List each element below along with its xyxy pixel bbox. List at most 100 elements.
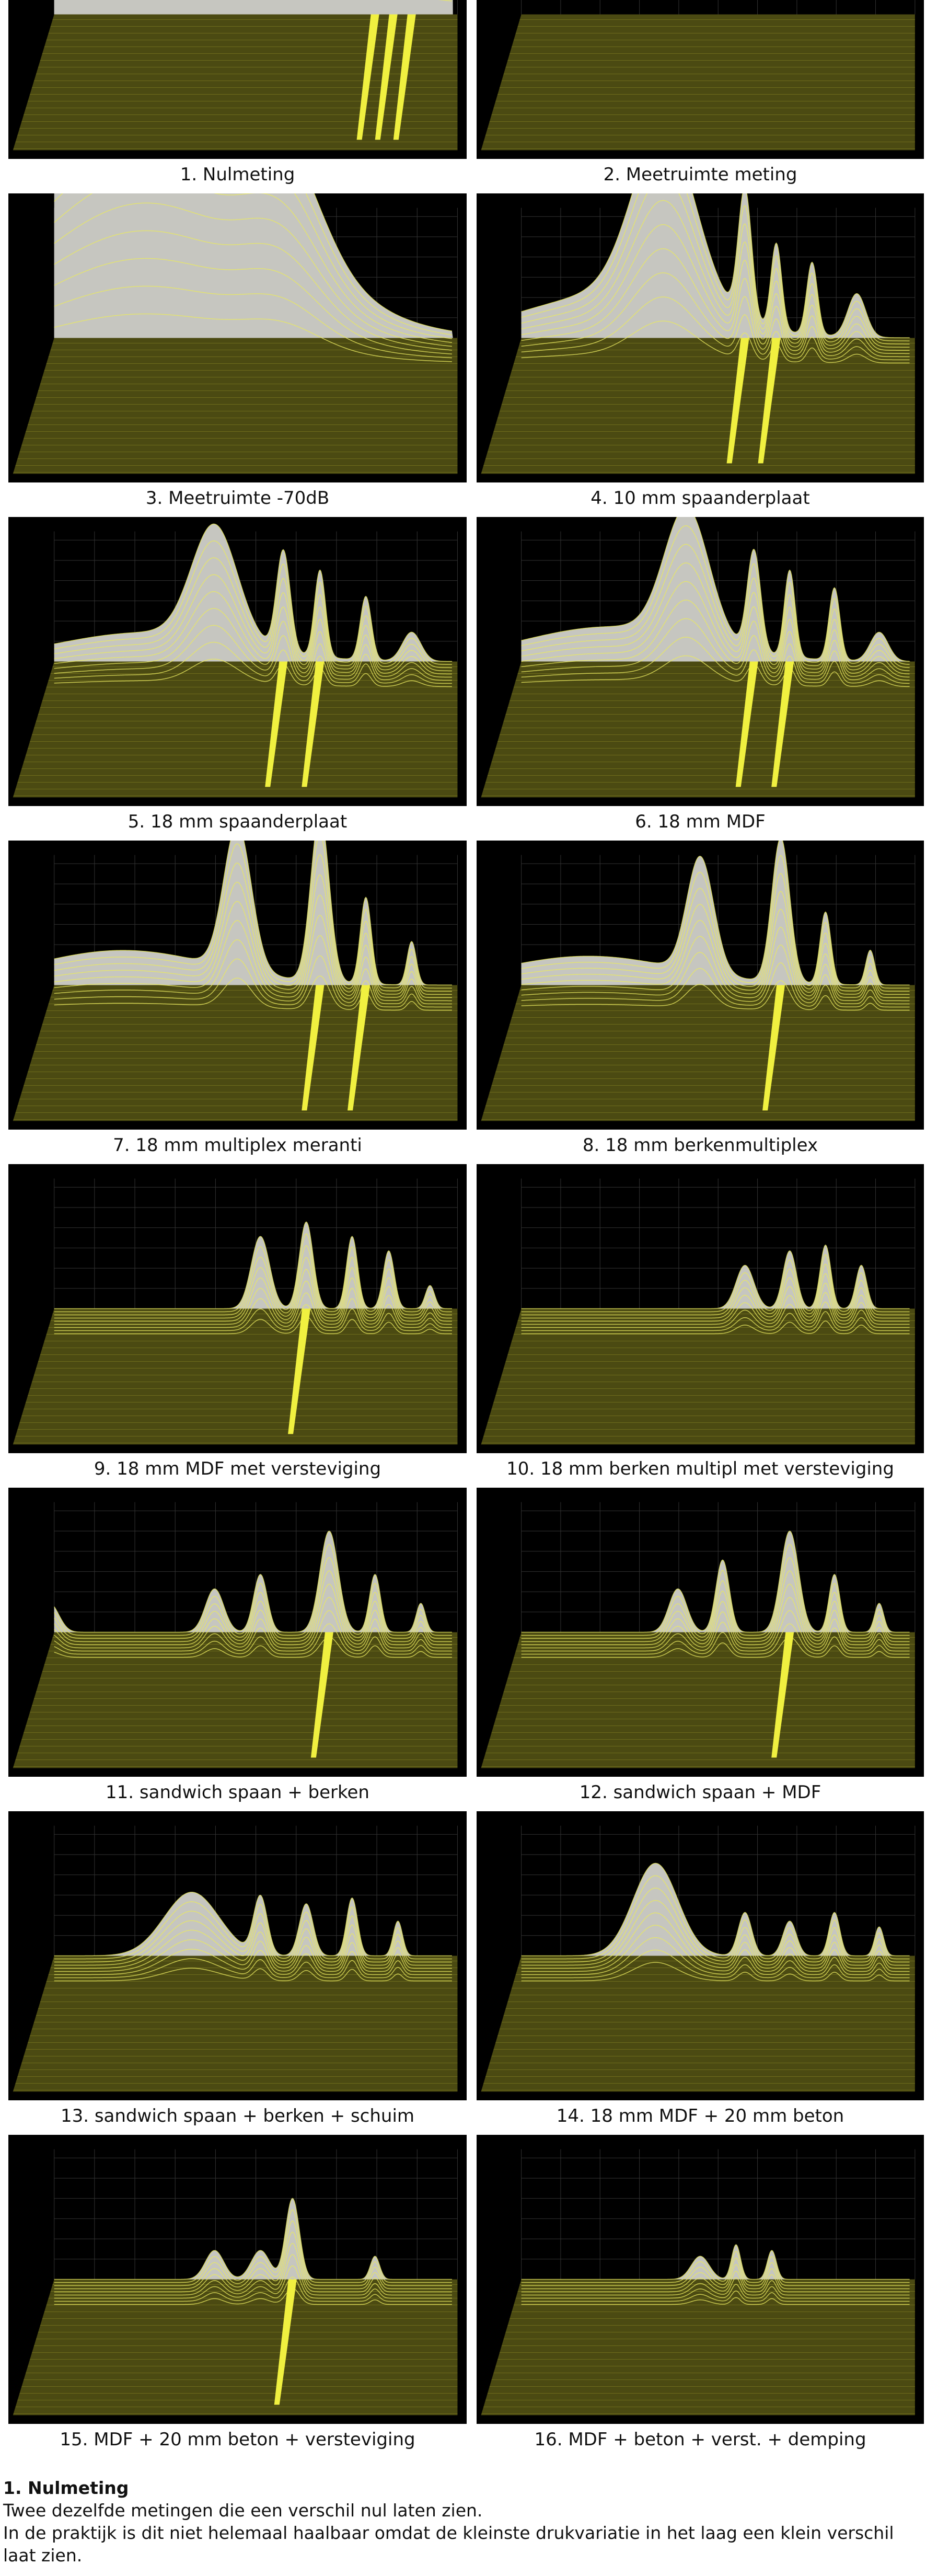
ridge-line (521, 1302, 910, 1328)
ridge-line (521, 1254, 910, 1313)
mountain (54, 193, 453, 338)
caption: 5. 18 mm spaanderplaat (128, 811, 348, 832)
spike (302, 985, 325, 1111)
mountain (54, 524, 453, 662)
ridge-line (54, 625, 452, 681)
caption: 1. Nulmeting (180, 164, 295, 185)
ridge-line (521, 1531, 910, 1633)
ridge-line (54, 2254, 452, 2296)
ridge-line (54, 854, 452, 992)
ridge-line (54, 1570, 452, 1642)
ridge-line (54, 1316, 452, 1335)
mountain (521, 841, 911, 985)
ridge-line (521, 1888, 910, 1963)
ridge-line (54, 608, 452, 678)
ridge-line (54, 193, 453, 339)
caption: 3. Meetruimte -70dB (145, 488, 330, 509)
ridge-line (54, 874, 452, 995)
ridge-line (54, 1929, 452, 1969)
floor (13, 1956, 458, 2092)
ridge-line (54, 955, 452, 1008)
ridge-line (521, 320, 910, 364)
ridge-line (314, 193, 453, 331)
ridge-line (521, 2277, 910, 2296)
caption: 13. sandwich spaan + berken + schuim (60, 2106, 415, 2126)
caption: 10. 18 mm berken multipl met verstevigin… (506, 1458, 894, 1479)
ridge-line (521, 224, 910, 351)
ridge-line (521, 1610, 910, 1652)
ridge-line (521, 841, 910, 986)
ridge-line (54, 1920, 452, 1966)
ridge-line (54, 1610, 452, 1652)
ridge-line (54, 591, 452, 675)
floor (13, 661, 458, 798)
paragraph: In de praktijk is dit niet helemaal haal… (3, 2523, 894, 2566)
ridge-line (521, 296, 910, 361)
ridge-line (521, 2297, 910, 2305)
spike (771, 1632, 794, 1758)
floor (13, 338, 458, 474)
ridge-line (521, 1320, 910, 1335)
ridge-line (521, 193, 910, 344)
ridge-line (54, 202, 453, 347)
ridge-line (521, 1962, 910, 1982)
ridge-line (521, 525, 910, 665)
ridge-line (521, 2264, 910, 2290)
caption: 9. 18 mm MDF met versteviging (94, 1458, 381, 1479)
spike (302, 661, 325, 787)
ridge-line (54, 641, 452, 684)
ridge-line (54, 1968, 452, 1982)
ridge-line (54, 1557, 452, 1639)
ridge-line (521, 944, 910, 1005)
caption: 7. 18 mm multiplex meranti (113, 1135, 362, 1156)
ridge-line (54, 2265, 452, 2299)
ridge-line (521, 2290, 910, 2302)
spike (310, 1632, 333, 1758)
ridge-line (521, 1900, 910, 1966)
spike (393, 14, 416, 140)
ridge-line (54, 1257, 452, 1319)
spike (274, 2279, 297, 2405)
ridge-line (521, 1544, 910, 1636)
waterfall-plot (8, 1164, 467, 1453)
ridge-line (54, 313, 452, 362)
floor (13, 1632, 458, 1768)
ridge-line (54, 1623, 452, 1655)
text-section: 1. Nulmeting Twee dezelfde metingen die … (3, 2477, 923, 2567)
spike (771, 661, 794, 787)
ridge-line (54, 557, 452, 669)
spike (356, 14, 379, 140)
ridge-line (54, 2242, 452, 2293)
ridge-line (521, 873, 910, 992)
ridge-line (54, 2209, 452, 2283)
spike (348, 985, 371, 1111)
ridge-line (54, 1958, 452, 1979)
ridge-line (521, 1596, 910, 1649)
ridge-line (54, 2198, 452, 2280)
mountain (54, 0, 453, 15)
spike (265, 661, 288, 787)
caption: 14. 18 mm MDF + 20 mm beton (556, 2106, 844, 2126)
floor (481, 338, 915, 474)
ridge-line (54, 258, 452, 354)
ridge-line (54, 1892, 452, 1957)
ridge-line (54, 1292, 452, 1328)
waterfall-plot (8, 841, 467, 1130)
ridge-line (54, 975, 452, 1011)
spike (726, 338, 749, 464)
floor (481, 2279, 915, 2416)
mountain (521, 193, 911, 338)
waterfall-plot (8, 1488, 467, 1777)
ridge-line (521, 1937, 910, 1975)
waterfall-plot (8, 193, 467, 482)
ridge-line (521, 248, 910, 354)
spike (288, 1308, 311, 1434)
ridge-line (521, 655, 910, 687)
ridge-line (54, 1596, 452, 1649)
caption: 4. 10 mm spaanderplaat (591, 488, 810, 509)
floor (13, 2279, 458, 2416)
waterfall-plot (477, 517, 924, 806)
ridge-line (521, 1637, 910, 1658)
ridge-line (521, 2250, 910, 2283)
